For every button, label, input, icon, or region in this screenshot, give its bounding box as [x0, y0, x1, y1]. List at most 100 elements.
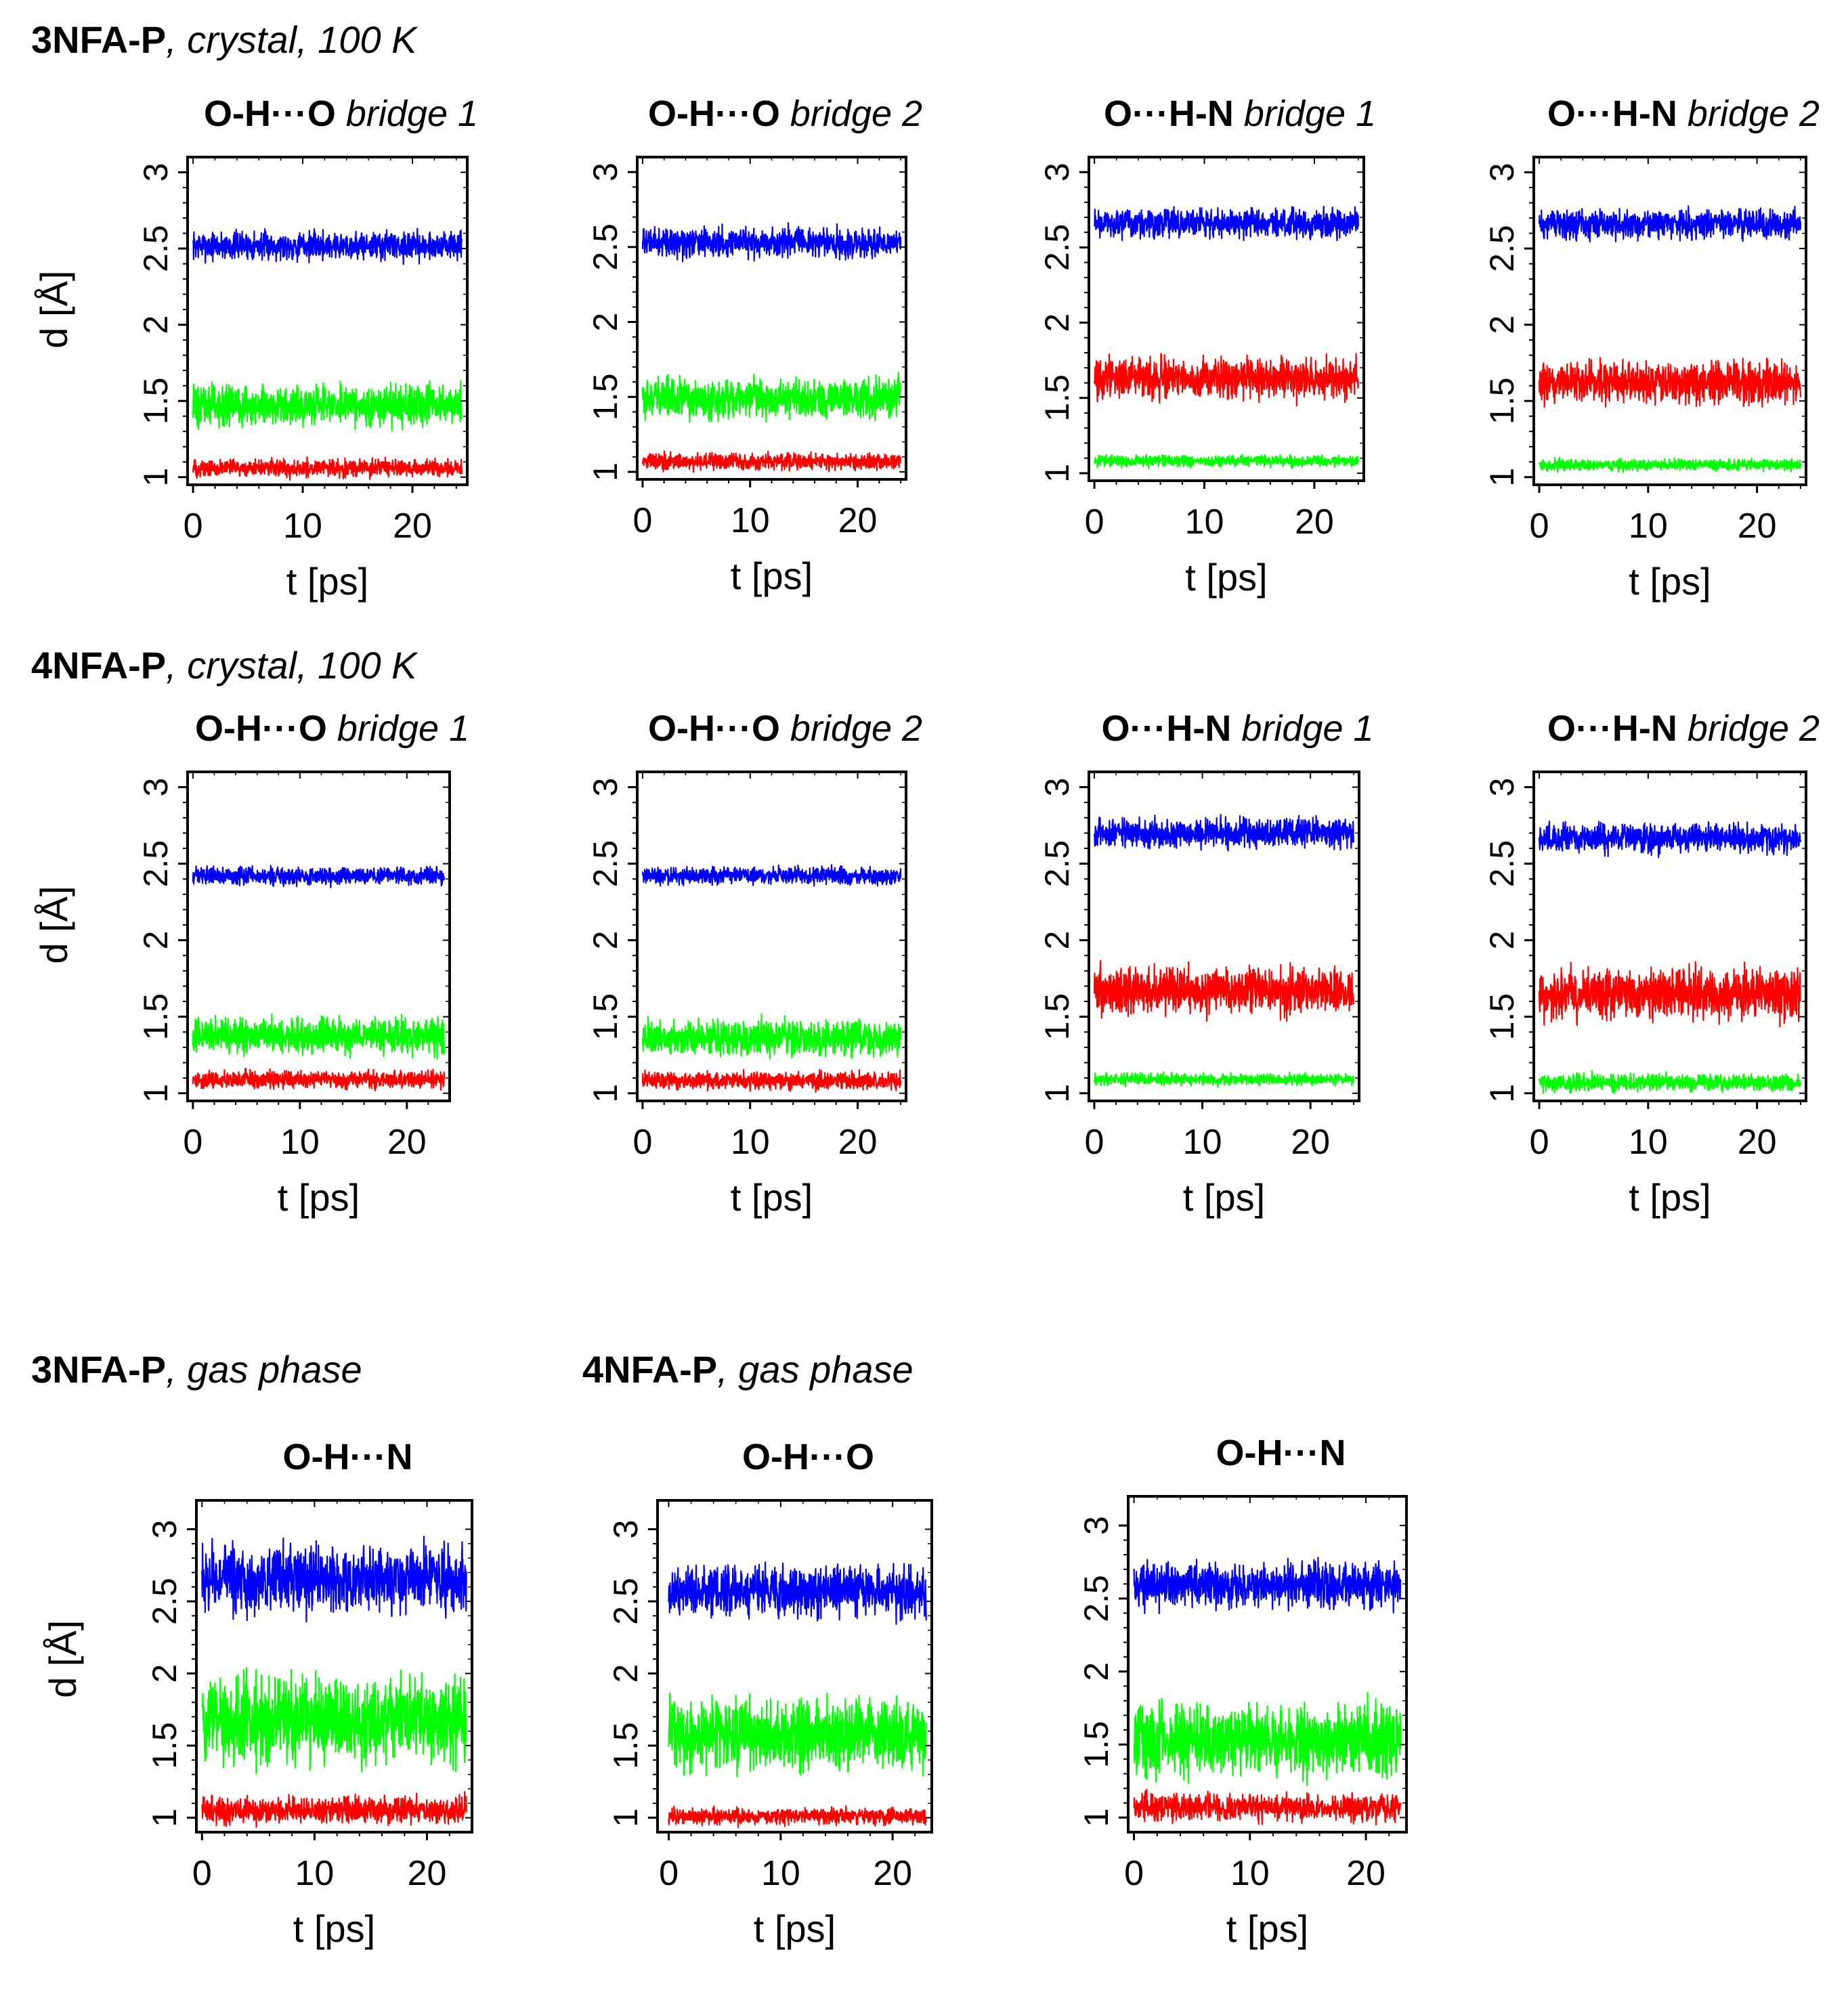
chart-panel-7: O···H-N bridge 2 1 1.5 2 2.5 3 0 10 20 t [ps] [1483, 708, 1820, 1219]
x-tick-label: 10 [1230, 1854, 1270, 1893]
chart-title-bold: O-H···O [648, 93, 780, 134]
y-tick-label: 1.5 [1483, 377, 1521, 425]
chart-title-bold: O-H···N [283, 1437, 413, 1477]
plot-frame [1088, 156, 1365, 482]
series-line-red [1133, 1788, 1402, 1826]
series-line-blue [1094, 205, 1359, 242]
plot-frame [195, 1499, 473, 1834]
series-line-green [668, 1692, 927, 1777]
x-axis-label: t [ps] [1183, 1176, 1265, 1219]
y-axis-label: d [Å] [33, 886, 75, 963]
chart-title-italic: bridge 2 [780, 708, 922, 749]
y-tick-label: 2 [1038, 931, 1076, 950]
chart-panel-9: O-H···O 1 1.5 2 2.5 3 0 10 20 t [ps] [607, 1437, 933, 1950]
y-tick-label: 2 [137, 316, 175, 334]
series-line-red [1094, 353, 1359, 407]
section-title-3nfa-crystal: 3NFA-P, crystal, 100 K [31, 18, 417, 61]
y-tick-label: 1.5 [1077, 1721, 1115, 1769]
y-tick-label: 1.5 [607, 1722, 645, 1769]
x-tick-label: 20 [838, 1123, 878, 1162]
x-tick-label: 20 [1738, 1123, 1777, 1162]
x-tick-label: 20 [873, 1854, 912, 1893]
y-tick-label: 2.5 [1483, 225, 1521, 272]
plot-frame [186, 771, 451, 1102]
y-tick-label: 2.5 [1038, 224, 1076, 272]
x-tick-label: 20 [393, 506, 432, 546]
y-tick-label: 1 [1483, 468, 1521, 487]
chart-title-italic: bridge 2 [1677, 93, 1820, 134]
plot-frame [186, 156, 469, 486]
x-axis-label: t [ps] [1629, 560, 1711, 603]
series-line-green [1093, 1071, 1355, 1088]
chart-title: O-H···N [283, 1437, 413, 1477]
x-tick-label: 0 [632, 1123, 652, 1162]
chart-title: O···H-N bridge 2 [1547, 93, 1820, 134]
x-tick-label: 0 [1530, 1123, 1549, 1162]
series-line-blue [201, 1536, 467, 1623]
plot-frame [1127, 1495, 1408, 1834]
series-line-red [192, 1067, 446, 1091]
y-tick-label: 2.5 [1038, 840, 1076, 888]
chart-title-bold: O···H-N [1547, 93, 1677, 134]
x-axis-label: t [ps] [293, 1907, 375, 1950]
chart-title-bold: O···H-N [1101, 708, 1231, 749]
section-title-4nfa-crystal: 4NFA-P, crystal, 100 K [31, 644, 417, 687]
y-tick-label: 2.5 [1077, 1575, 1115, 1622]
series-line-red [1538, 961, 1802, 1028]
y-tick-label: 2.5 [607, 1578, 645, 1625]
y-tick-label: 1 [1077, 1808, 1115, 1827]
x-axis-label: t [ps] [1226, 1907, 1308, 1950]
y-tick-label: 2 [586, 931, 624, 950]
x-tick-label: 20 [1291, 1123, 1330, 1162]
y-tick-label: 1 [1038, 464, 1076, 483]
y-tick-label: 1 [586, 462, 624, 481]
y-tick-label: 3 [1038, 162, 1076, 181]
series-line-blue [668, 1561, 927, 1625]
y-tick-label: 3 [146, 1520, 184, 1539]
y-tick-label: 1.5 [1038, 374, 1076, 422]
x-axis-label: t [ps] [754, 1907, 836, 1950]
chart-title-bold: O···H-N [1547, 708, 1677, 749]
series-line-green [192, 380, 463, 432]
x-axis-label: t [ps] [731, 555, 813, 597]
chart-title: O-H···O [742, 1437, 874, 1477]
y-tick-label: 2 [1077, 1662, 1115, 1681]
series-line-red [641, 1068, 902, 1093]
series-line-green [1538, 1070, 1802, 1095]
chart-panel-3: O···H-N bridge 2 1 1.5 2 2.5 3 0 10 20 t [ps] [1483, 93, 1820, 603]
x-axis-label: t [ps] [278, 1176, 360, 1219]
chart-panel-8: O-H···N 1 1.5 2 2.5 3 0 10 20 t [ps] d [Å] [41, 1437, 473, 1950]
y-tick-label: 1.5 [1483, 993, 1521, 1041]
chart-title-bold: O-H···O [742, 1437, 874, 1477]
series-line-blue [1133, 1557, 1402, 1615]
series-line-blue [192, 227, 463, 265]
y-tick-label: 2.5 [586, 223, 624, 271]
series-line-green [1538, 456, 1802, 473]
x-tick-label: 0 [184, 506, 203, 546]
chart-title-bold: O-H···O [648, 708, 780, 749]
y-tick-label: 2.5 [146, 1578, 184, 1625]
chart-title-italic: bridge 1 [327, 708, 469, 749]
x-tick-label: 10 [731, 1123, 770, 1162]
chart-title: O···H-N bridge 1 [1101, 708, 1373, 749]
chart-title: O-H···O bridge 2 [648, 93, 922, 134]
x-axis-label: t [ps] [1185, 556, 1267, 599]
series-line-blue [1538, 820, 1802, 859]
chart-title: O-H···O bridge 1 [195, 708, 469, 749]
x-tick-label: 10 [731, 501, 770, 540]
x-tick-label: 20 [387, 1123, 427, 1162]
series-line-red [192, 456, 463, 481]
y-tick-label: 3 [586, 778, 624, 797]
x-tick-label: 10 [283, 506, 322, 546]
y-tick-label: 1.5 [1038, 993, 1076, 1041]
x-tick-label: 20 [1295, 502, 1334, 542]
y-tick-label: 3 [586, 162, 624, 181]
x-tick-label: 10 [1185, 502, 1224, 542]
series-line-green [201, 1667, 467, 1775]
series-line-red [641, 450, 902, 473]
series-line-blue [1538, 205, 1802, 243]
y-tick-label: 3 [607, 1520, 645, 1539]
series-line-blue [641, 864, 902, 887]
y-tick-label: 3 [137, 778, 175, 797]
y-tick-label: 2.5 [137, 840, 175, 888]
